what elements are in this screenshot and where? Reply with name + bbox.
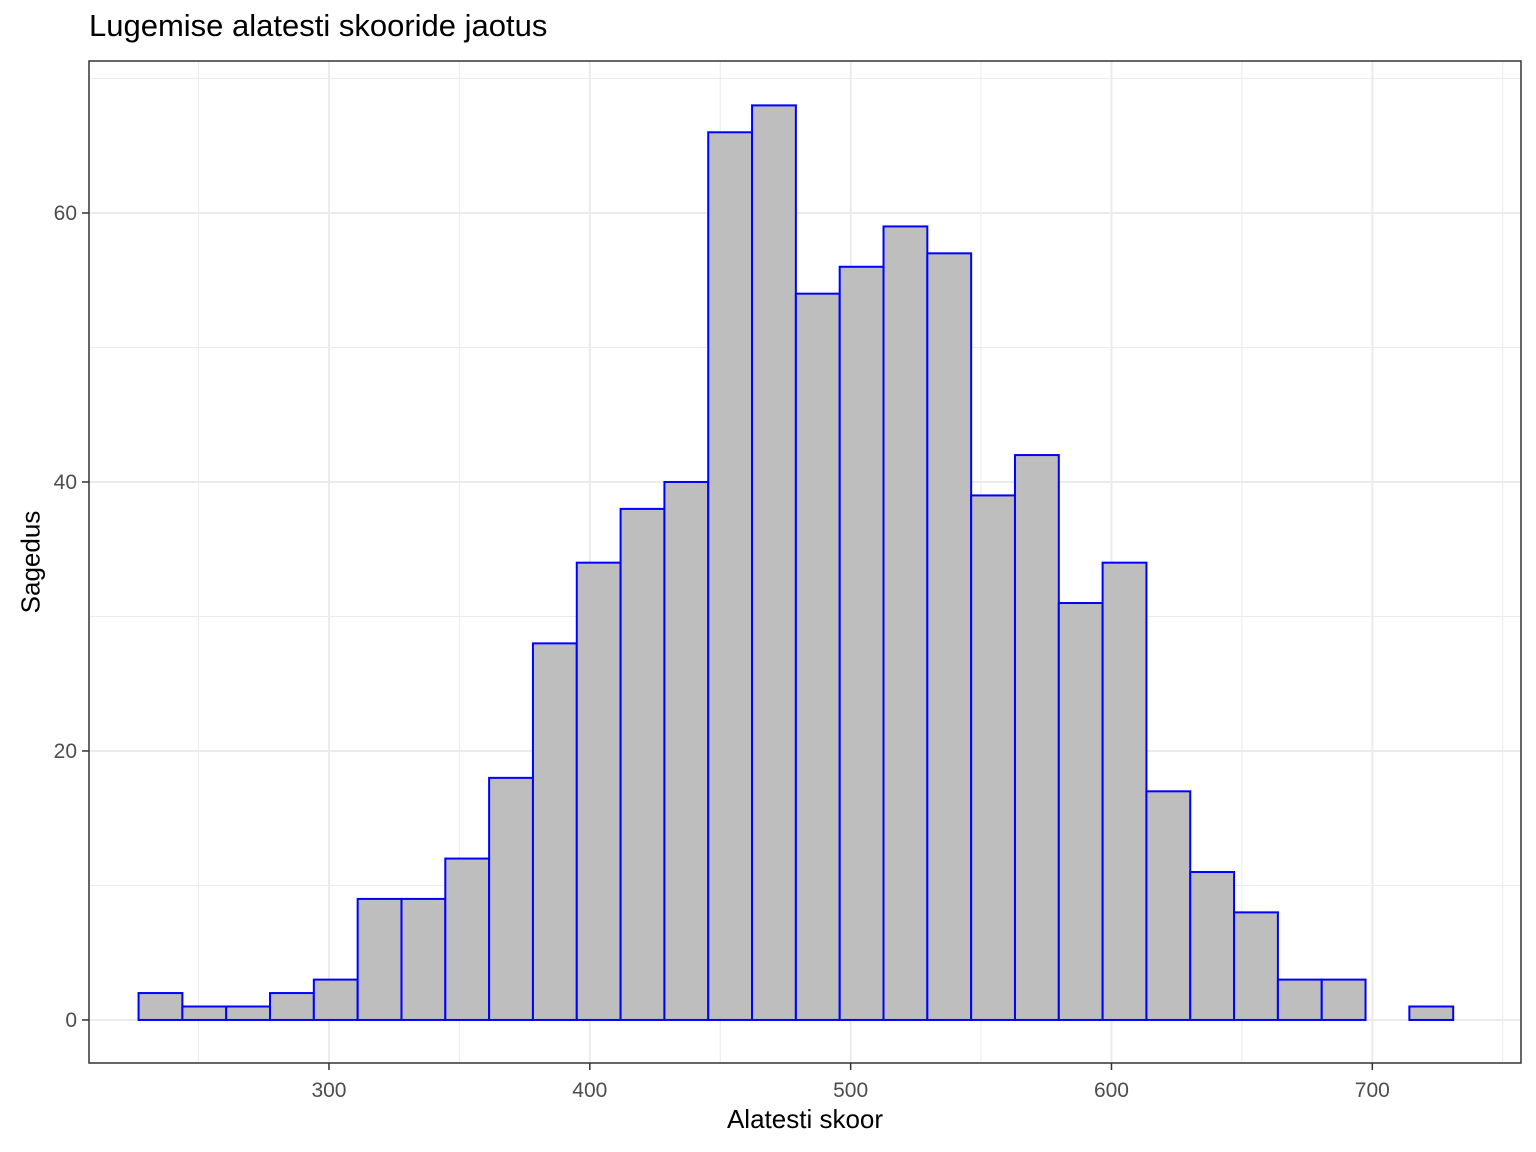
y-tick-label: 60	[54, 202, 77, 225]
histogram-bar	[663, 480, 710, 1021]
histogram-bar	[926, 252, 973, 1021]
histogram-bar	[970, 494, 1016, 1021]
x-tick-label: 600	[1094, 1079, 1129, 1102]
histogram-bar	[444, 857, 491, 1021]
histogram-bar	[356, 897, 403, 1021]
histogram-bar	[1320, 978, 1367, 1021]
y-tick-label: 40	[54, 471, 77, 494]
histogram-bar	[707, 131, 754, 1021]
histogram-bar	[838, 265, 885, 1021]
y-tick-label: 20	[54, 740, 77, 763]
x-tick-label: 700	[1355, 1079, 1390, 1102]
histogram-bar	[400, 897, 447, 1021]
chart-title: Lugemise alatesti skooride jaotus	[89, 8, 548, 43]
histogram-bar	[1189, 871, 1236, 1021]
histogram-bar	[1145, 790, 1192, 1021]
histogram-bar	[269, 992, 315, 1021]
histogram-bar	[575, 561, 622, 1021]
histogram-bar	[619, 507, 666, 1021]
histogram-bar	[137, 992, 184, 1021]
histogram-bar	[1057, 602, 1104, 1021]
histogram-bar	[225, 1005, 272, 1021]
histogram-bar	[794, 292, 841, 1021]
histogram-bar	[1101, 561, 1148, 1021]
histogram-bar	[1013, 454, 1060, 1021]
histogram-bar	[488, 776, 534, 1021]
x-axis-label: Alatesti skoor	[726, 1104, 884, 1134]
histogram-bar	[1408, 1005, 1455, 1021]
histogram-bar	[751, 104, 797, 1021]
x-tick-label: 500	[833, 1079, 868, 1102]
y-tick-label: 0	[65, 1009, 77, 1032]
histogram-bar	[181, 1005, 228, 1021]
histogram-bar	[1276, 978, 1323, 1021]
histogram-bar	[531, 642, 578, 1021]
panel-border	[88, 60, 1522, 1064]
histogram-bar	[1233, 911, 1279, 1021]
x-tick-label: 400	[572, 1079, 607, 1102]
histogram-bars	[137, 104, 1455, 1021]
histogram-bar	[312, 978, 359, 1021]
axis-ticks: 300 400 500 600 700 0 20 40 60	[54, 202, 1390, 1102]
y-axis-label: Sagedus	[15, 510, 46, 614]
x-tick-label: 300	[311, 1079, 346, 1102]
histogram-bar	[882, 225, 929, 1021]
